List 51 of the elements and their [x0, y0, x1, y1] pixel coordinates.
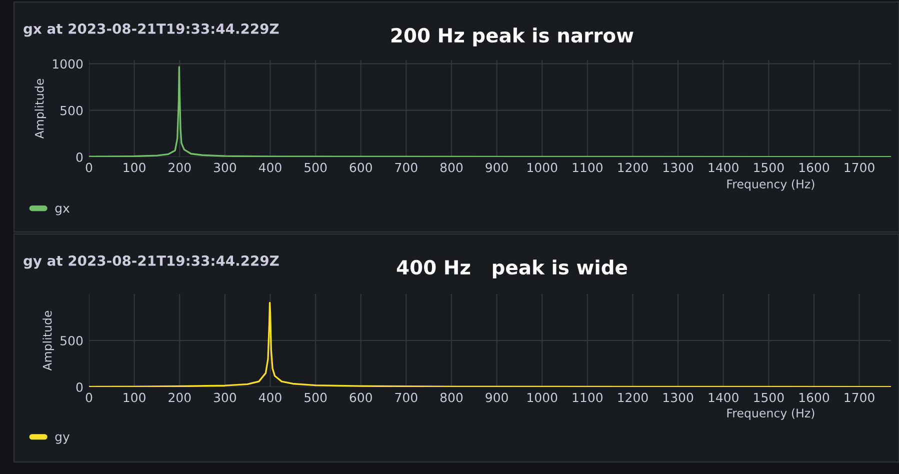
y-tick-label: 500: [60, 336, 83, 346]
x-tick-label: 500: [304, 162, 327, 172]
x-tick-label: 300: [214, 162, 236, 172]
x-tick-label: 1500: [754, 392, 784, 402]
x-tick-label: 1300: [664, 162, 694, 172]
x-tick-label: 600: [350, 162, 372, 172]
legend-label: gx: [55, 206, 70, 216]
y-tick-label: 0: [76, 382, 83, 392]
y-tick-label: 500: [60, 106, 83, 116]
x-tick-label: 400: [258, 162, 282, 172]
y-tick-label: 1000: [53, 59, 83, 69]
x-tick-label: 1200: [618, 162, 648, 172]
x-tick-label: 1600: [799, 162, 830, 172]
text: 200 Hz peak is narrow: [391, 28, 634, 46]
x-tick-label: 800: [440, 392, 463, 402]
x-tick-label: 900: [486, 392, 508, 402]
x-tick-label: 1000: [528, 162, 558, 172]
x-tick-label: 1100: [572, 162, 602, 172]
x-tick-label: 1400: [708, 162, 738, 172]
x-tick-label: 600: [350, 392, 372, 402]
x-tick-label: 1500: [754, 162, 784, 172]
y-axis-title: Amplitude: [34, 78, 46, 139]
x-tick-label: 1600: [799, 392, 830, 402]
x-tick-label: 1700: [844, 392, 874, 402]
x-axis-title: Frequency (Hz): [727, 179, 814, 191]
x-tick-label: 1700: [844, 162, 874, 172]
x-axis-title: Frequency (Hz): [727, 408, 814, 420]
x-tick-label: 1100: [572, 392, 602, 402]
x-tick-label: 1200: [618, 392, 648, 402]
x-tick-label: 1300: [664, 392, 694, 402]
x-tick-label: 200: [168, 162, 191, 172]
legend-label: gy: [55, 434, 70, 444]
y-axis-title: Amplitude: [42, 310, 54, 371]
y-tick-label: 0: [76, 152, 83, 162]
x-tick-label: 300: [214, 392, 236, 402]
x-tick-label: 1400: [708, 392, 738, 402]
chart-title: gx at 2023-08-21T19:33:44.229Z: [24, 23, 279, 37]
x-tick-label: 1000: [528, 392, 558, 402]
x-tick-label: 200: [168, 392, 191, 402]
x-tick-label: 100: [124, 392, 146, 402]
x-tick-label: 0: [86, 392, 92, 402]
x-tick-label: 700: [395, 162, 418, 172]
x-tick-label: 400: [258, 392, 282, 402]
text: 400 Hz peak is wide: [396, 260, 628, 278]
x-tick-label: 800: [440, 162, 463, 172]
x-tick-label: 0: [86, 162, 92, 172]
chart-title: gy at 2023-08-21T19:33:44.229Z: [24, 255, 279, 269]
x-tick-label: 700: [395, 392, 418, 402]
x-tick-label: 100: [124, 162, 146, 172]
x-tick-label: 500: [304, 392, 327, 402]
x-tick-label: 900: [486, 162, 508, 172]
